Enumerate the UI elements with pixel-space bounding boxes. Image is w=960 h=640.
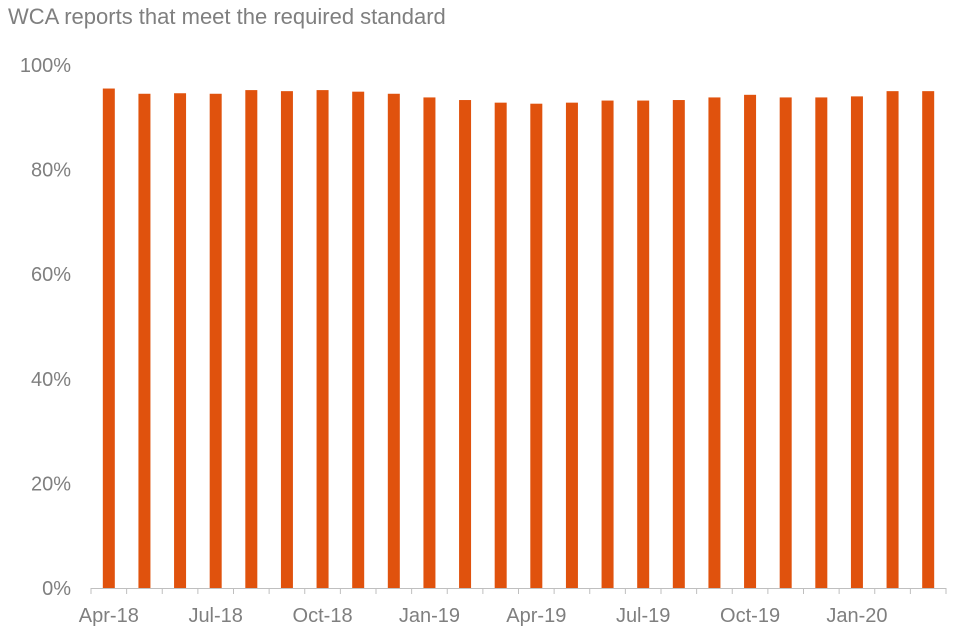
bar-Feb-19 xyxy=(459,100,472,588)
bar-Jul-19 xyxy=(637,100,650,589)
x-tick-label: Oct-18 xyxy=(293,605,353,627)
y-axis-ticks: 0% 20% 40% 60% 80% 100% xyxy=(20,55,71,600)
bar-Jul-18 xyxy=(209,93,222,588)
bar-Apr-19 xyxy=(530,103,543,589)
bar-Aug-19 xyxy=(672,100,685,588)
bar-Dec-18 xyxy=(387,93,400,588)
bars xyxy=(102,88,935,589)
x-tick-label: Jul-19 xyxy=(616,605,670,627)
bar-Oct-18 xyxy=(316,90,329,588)
y-tick-label: 0% xyxy=(42,578,71,600)
bar-Aug-18 xyxy=(245,90,258,588)
y-tick-label: 60% xyxy=(31,264,71,286)
bar-May-18 xyxy=(138,93,151,588)
x-axis xyxy=(90,588,947,594)
bar-Feb-20 xyxy=(886,91,899,589)
y-tick-label: 20% xyxy=(31,473,71,495)
bar-May-19 xyxy=(565,102,578,588)
x-tick-label: Oct-19 xyxy=(720,605,780,627)
y-tick-label: 40% xyxy=(31,369,71,391)
bar-Sep-19 xyxy=(708,97,721,589)
x-tick-label: Jan-19 xyxy=(399,605,460,627)
bar-Dec-19 xyxy=(815,97,828,589)
bar-Jun-19 xyxy=(601,100,614,589)
bar-Oct-19 xyxy=(744,94,757,588)
bar-Sep-18 xyxy=(280,91,293,589)
y-tick-label: 80% xyxy=(31,160,71,182)
chart-title: WCA reports that meet the required stand… xyxy=(8,4,446,29)
bar-Apr-18 xyxy=(102,88,115,588)
y-tick-label: 100% xyxy=(20,55,71,77)
bar-Mar-19 xyxy=(494,102,507,588)
x-axis-ticks: Apr-18 Jul-18 Oct-18 Jan-19 Apr-19 Jul-19 Oct-… xyxy=(79,605,888,627)
bar-Nov-19 xyxy=(779,97,792,589)
bar-Jan-20 xyxy=(850,96,863,588)
bar-Jun-18 xyxy=(174,93,187,588)
bar-Nov-18 xyxy=(352,91,365,588)
x-tick-label: Apr-19 xyxy=(506,605,566,627)
x-tick-label: Apr-18 xyxy=(79,605,139,627)
bar-Jan-19 xyxy=(423,97,436,589)
x-tick-label: Jan-20 xyxy=(826,605,887,627)
bar-Mar-20 xyxy=(922,91,935,589)
x-tick-label: Jul-18 xyxy=(188,605,242,627)
